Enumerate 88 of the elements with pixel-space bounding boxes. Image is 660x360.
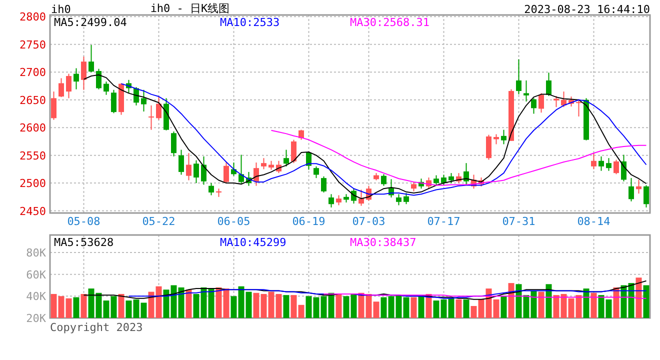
candlestick xyxy=(554,95,559,108)
y-tick-label: 2700 xyxy=(20,66,46,80)
text: MA5:2499.04 xyxy=(54,16,128,29)
candlestick xyxy=(614,159,619,175)
text: Copyright 2023 xyxy=(50,321,143,334)
candlestick xyxy=(88,44,94,73)
y-tick-label: 2550 xyxy=(20,149,46,162)
candlestick xyxy=(546,72,552,96)
candlestick xyxy=(314,166,319,179)
candlestick xyxy=(598,156,604,172)
candlestick xyxy=(396,194,402,206)
candlestick xyxy=(628,178,634,202)
candlestick xyxy=(58,78,64,98)
candlestick xyxy=(636,179,642,194)
text: MA5:53628 xyxy=(54,236,114,249)
candlestick xyxy=(104,81,109,96)
candlestick xyxy=(171,130,176,157)
candlestick xyxy=(336,194,342,206)
candlestick xyxy=(81,56,86,90)
candlestick xyxy=(531,98,536,114)
y-tick-label: 2500 xyxy=(20,177,46,190)
candlestick xyxy=(208,182,214,196)
x-tick-label: 05-22 xyxy=(142,215,176,228)
candlestick xyxy=(621,154,626,182)
y-tick-label: 2450 xyxy=(20,204,46,218)
candlestick xyxy=(254,162,259,186)
candlestick xyxy=(644,184,649,208)
candlestick xyxy=(328,194,334,208)
candlestick xyxy=(261,158,266,170)
candlestick xyxy=(156,96,162,120)
candlestick xyxy=(441,174,446,186)
y-tick-label: 2750 xyxy=(20,38,46,52)
candlestick xyxy=(74,68,79,90)
candlestick xyxy=(464,162,469,186)
candlestick xyxy=(404,192,409,205)
candlestick xyxy=(501,129,506,145)
candlestick xyxy=(224,162,229,184)
x-tick-label: 06-19 xyxy=(292,215,326,228)
text: MA30:2568.31 xyxy=(350,16,430,29)
candlestick xyxy=(66,73,72,99)
y-tick-label: 60K xyxy=(26,268,46,282)
candlestick xyxy=(524,80,529,102)
candlestick xyxy=(576,98,582,117)
annotation: ih0 xyxy=(51,3,71,16)
candlestick xyxy=(434,174,439,186)
candlestick xyxy=(238,154,244,184)
candlestick xyxy=(291,139,296,164)
candlestick xyxy=(194,160,199,184)
candlestick xyxy=(448,172,454,184)
y-tick-label: 40K xyxy=(26,290,46,304)
text: MA10:2533 xyxy=(220,16,280,29)
candlestick xyxy=(216,188,222,198)
y-tick-label: 2650 xyxy=(20,94,46,107)
candlestick xyxy=(96,68,102,90)
x-tick-label: 07-31 xyxy=(502,215,536,228)
annotation: 2023-08-23 16:44:10 xyxy=(524,3,650,16)
candlestick xyxy=(358,189,364,206)
x-tick-label: 06-05 xyxy=(217,215,250,228)
candlestick xyxy=(606,158,612,172)
candlestick xyxy=(306,150,312,170)
candlestick xyxy=(381,174,386,186)
x-tick-label: 07-17 xyxy=(427,215,460,228)
candlestick xyxy=(284,149,289,167)
candlestick xyxy=(538,92,544,114)
candlestick xyxy=(591,152,596,170)
candlestick xyxy=(411,181,416,192)
candlestick xyxy=(516,58,522,95)
candlestick xyxy=(111,89,116,114)
text: MA10:45299 xyxy=(220,236,286,249)
candlestick xyxy=(486,134,492,160)
line-series xyxy=(270,130,647,186)
y-tick-label: 2800 xyxy=(20,10,46,24)
candlestick xyxy=(148,104,154,130)
chart-title: ih0 - 日K线图 xyxy=(150,2,230,15)
candlestick xyxy=(141,89,146,112)
x-tick-label: 07-03 xyxy=(352,215,386,228)
text: MA30:38437 xyxy=(350,236,416,249)
candlestick xyxy=(178,149,184,176)
x-tick-label: 05-08 xyxy=(67,215,100,228)
candlestick xyxy=(186,152,192,181)
candlestick xyxy=(51,91,56,120)
candlestick xyxy=(201,156,206,186)
y-tick-label: 2600 xyxy=(20,122,46,135)
y-tick-label: 80K xyxy=(26,246,46,260)
candlestick xyxy=(494,134,499,145)
candlestick xyxy=(321,176,326,193)
x-tick-label: 08-14 xyxy=(577,215,611,228)
y-tick-label: 20K xyxy=(26,312,46,325)
